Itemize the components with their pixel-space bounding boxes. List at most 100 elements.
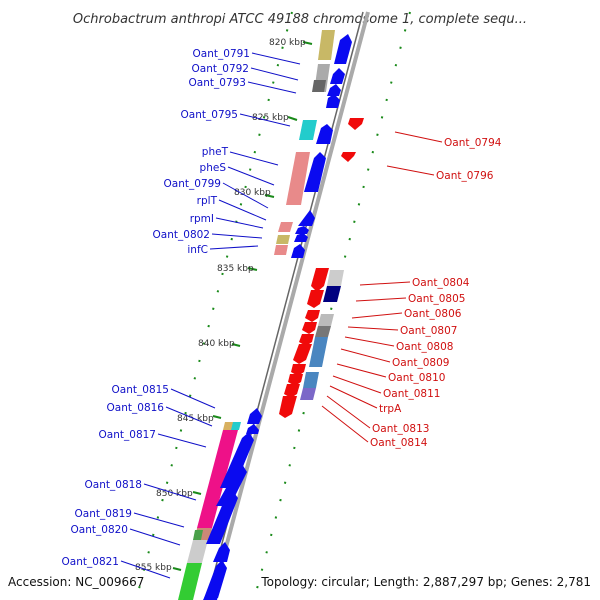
gene-arrow [294, 233, 308, 242]
scale-tick-label: 855 kbp [135, 563, 172, 573]
gene-label[interactable]: Oant_0795 [181, 109, 238, 121]
forward-gene-labels: Oant_0791 Oant_0792 Oant_0793 Oant_0795 … [62, 48, 301, 579]
scale-tick [192, 491, 202, 495]
gene-arrow [327, 84, 341, 96]
feature-block [193, 530, 203, 540]
gene-arrow [299, 334, 314, 346]
map-title: Ochrobactrum anthropi ATCC 49188 chromos… [73, 12, 527, 27]
scale-tick [287, 116, 298, 121]
feature-block [231, 422, 241, 430]
gene-label[interactable]: Oant_0811 [383, 388, 440, 400]
gene-arrow [246, 424, 259, 434]
gene-arrow [305, 310, 320, 322]
gene-arrow [216, 464, 247, 506]
scale-tick [302, 41, 313, 45]
gene-label[interactable]: Oant_0809 [392, 357, 449, 369]
feature-block [312, 80, 326, 92]
gene-arrow [307, 290, 324, 308]
gene-label[interactable]: trpA [379, 403, 402, 415]
gene-arrow [247, 408, 262, 424]
gene-label[interactable]: Oant_0815 [112, 384, 169, 396]
gene-arrow [326, 94, 340, 108]
gene-label[interactable]: Oant_0816 [107, 402, 165, 414]
scale-tick-label: 835 kbp [217, 264, 254, 274]
feature-block [278, 222, 293, 232]
gene-label[interactable]: Oant_0805 [408, 293, 465, 305]
gene-label[interactable]: Oant_0819 [75, 508, 132, 520]
feature-block [178, 563, 202, 600]
gene-arrow [213, 542, 230, 562]
feature-block [197, 430, 238, 528]
gene-label[interactable]: Oant_0802 [153, 229, 210, 241]
gene-arrow [304, 152, 326, 192]
reverse-gene-arrows [279, 118, 364, 418]
gene-label[interactable]: Oant_0821 [62, 556, 119, 568]
feature-block [318, 30, 335, 60]
gene-arrow [311, 268, 329, 292]
scale-tick [172, 567, 182, 571]
gene-label[interactable]: Oant_0810 [388, 372, 445, 384]
gene-label[interactable]: Oant_0793 [189, 77, 246, 89]
feature-block [300, 388, 316, 400]
gene-label[interactable]: Oant_0808 [396, 341, 453, 353]
gene-label[interactable]: Oant_0820 [71, 524, 128, 536]
accession-text: Accession: NC_009667 [8, 575, 144, 589]
reverse-gene-labels: Oant_0794 Oant_0796 Oant_0804 Oant_0805 … [321, 131, 502, 449]
gene-label[interactable]: Oant_0794 [444, 137, 502, 149]
feature-block [303, 372, 319, 388]
gene-label[interactable]: Oant_0807 [400, 325, 457, 337]
scale-tick-label: 830 kbp [234, 188, 271, 198]
scale-tick [231, 343, 241, 347]
dotted-tracks [135, 11, 411, 600]
gene-label[interactable]: Oant_0792 [192, 63, 249, 75]
gene-label[interactable]: Oant_0799 [164, 178, 221, 190]
feature-block [299, 120, 317, 140]
feature-block [187, 540, 208, 563]
feature-block [309, 337, 328, 367]
gene-label[interactable]: infC [187, 244, 208, 256]
scale-tick-label: 820 kbp [269, 38, 306, 48]
gene-arrow [316, 124, 333, 144]
scale-tick-label: 825 kbp [252, 113, 289, 123]
gene-arrow [220, 432, 254, 488]
gene-arrow [334, 34, 352, 64]
gene-label[interactable]: rpmI [190, 213, 214, 225]
gene-label[interactable]: Oant_0817 [99, 429, 156, 441]
gene-arrow [291, 364, 306, 376]
scale-tick [212, 415, 222, 419]
feature-block [323, 286, 341, 302]
gene-label[interactable]: pheT [202, 146, 229, 158]
feature-block [327, 270, 344, 286]
gene-arrow [279, 396, 297, 418]
forward-gene-arrows [203, 34, 352, 600]
gene-arrow [295, 226, 309, 234]
gene-label[interactable]: Oant_0806 [404, 308, 462, 320]
gene-label[interactable]: Oant_0814 [370, 437, 428, 449]
gene-label[interactable]: Oant_0796 [436, 170, 494, 182]
feature-block [276, 235, 290, 244]
gene-arrow [206, 490, 238, 544]
scale-tick-label: 840 kbp [198, 339, 235, 349]
feature-block [274, 245, 288, 255]
gene-arrow [298, 210, 315, 226]
gene-label[interactable]: rplT [197, 195, 218, 207]
feature-blocks [178, 30, 344, 600]
gene-arrow [302, 322, 317, 334]
scale-tick-label: 850 kbp [156, 489, 193, 499]
scale-tick [247, 267, 258, 271]
gene-arrow [293, 344, 312, 364]
feature-block [315, 326, 331, 337]
gene-arrow [203, 584, 219, 600]
gene-arrow [291, 244, 305, 258]
gene-arrow [330, 68, 345, 84]
gene-label[interactable]: pheS [200, 162, 227, 174]
feature-block [318, 314, 334, 326]
gene-arrow [348, 118, 364, 130]
gene-label[interactable]: Oant_0813 [372, 423, 429, 435]
gene-label[interactable]: Oant_0804 [412, 277, 470, 289]
topology-text: Topology: circular; Length: 2,887,297 bp… [260, 575, 591, 589]
gene-label[interactable]: Oant_0791 [193, 48, 250, 60]
gene-arrow [341, 152, 356, 162]
gene-label[interactable]: Oant_0818 [85, 479, 142, 491]
